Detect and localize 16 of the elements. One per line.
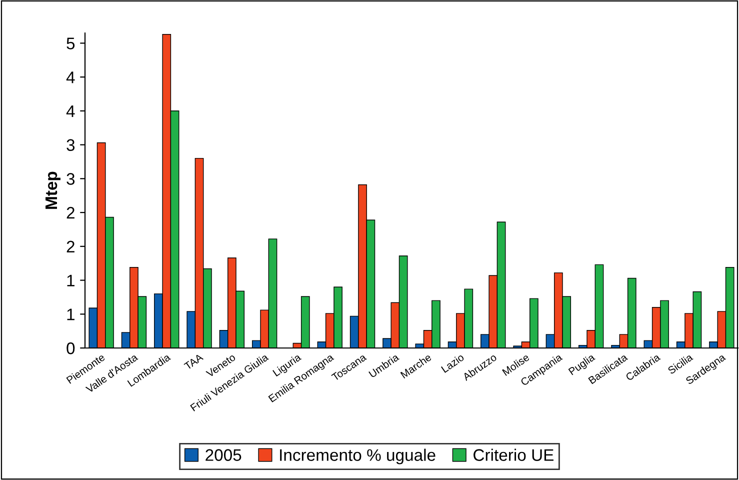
legend-label: 2005 [206,449,242,461]
y-tick-label: 1 [67,308,74,320]
y-tick-label: 0 [66,342,75,354]
y-tick-label: 2 [66,240,74,252]
y-tick-label: 4 [66,105,75,117]
y-tick-label: 4 [66,72,75,84]
y-tick-label: 3 [66,139,75,151]
y-tick-label: 1 [67,274,74,286]
legend-label: Criterio UE [474,448,554,461]
y-tick-label: 5 [66,38,75,50]
y-tick-label: 2 [66,206,74,219]
y-axis-title: Mtep [46,172,60,209]
x-tick-label: TAA [184,353,204,370]
y-tick-label: 3 [66,173,75,185]
legend-label: Incremento % uguale [280,448,436,464]
x-tick-label: Lazio [440,353,465,373]
